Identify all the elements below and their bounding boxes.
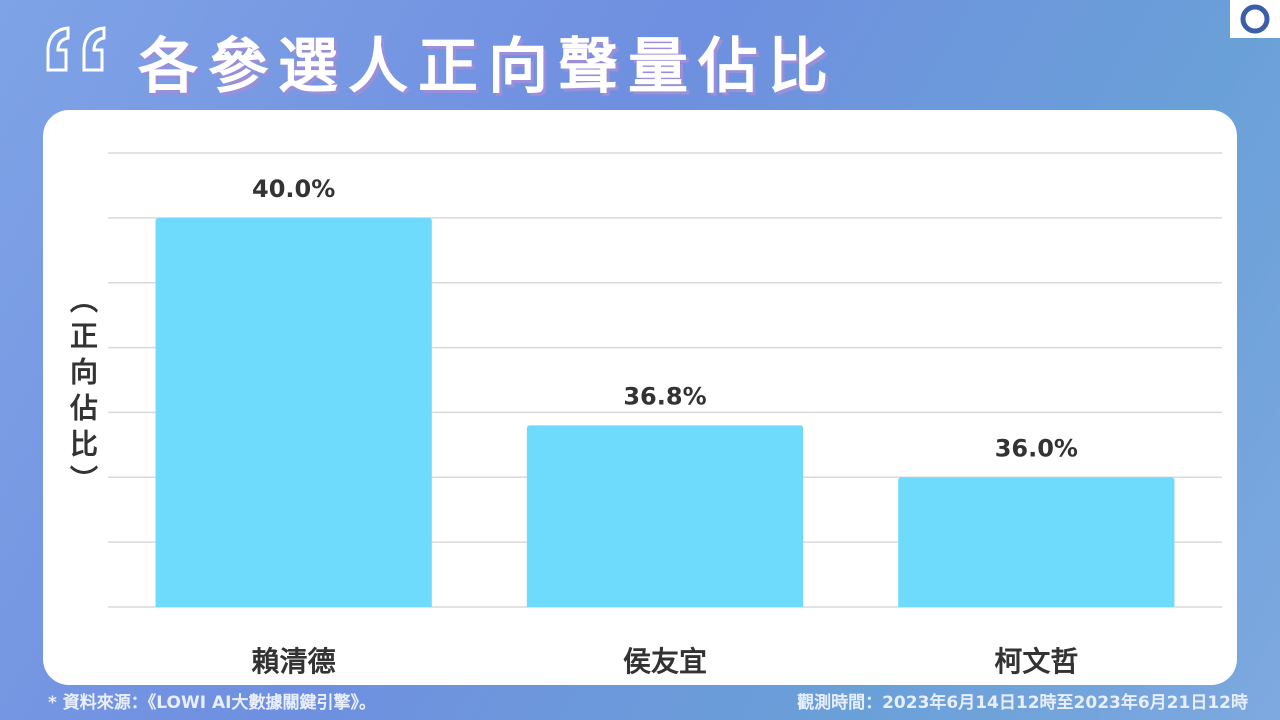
x-tick-label: 柯文哲 [994,645,1078,678]
source-note: * 資料來源：《LOWI AI大數據關鍵引擎》。 [48,693,376,713]
value-label: 40.0% [252,175,335,203]
logo-mark [1240,4,1270,34]
bar [526,425,804,607]
y-axis-label: （正向佔比） [66,285,99,501]
bar [898,477,1175,607]
quote-mark [46,26,106,72]
decoration [46,0,1280,72]
value-label: 36.0% [995,434,1078,462]
chart-title: 各參選人正向聲量佔比 [138,32,838,102]
bar [155,217,432,607]
period-note: 觀測時間：2023年6月14日12時至2023年6月21日12時 [797,693,1248,713]
x-tick-label: 賴清德 [252,645,336,678]
value-label: 36.8% [623,382,706,410]
x-tick-label: 侯友宜 [623,645,707,678]
